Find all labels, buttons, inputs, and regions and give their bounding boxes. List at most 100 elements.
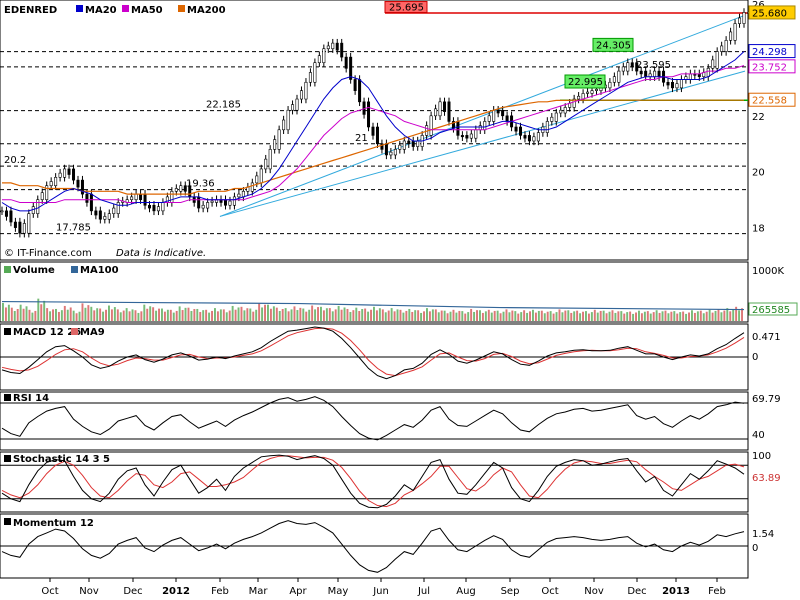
candle-body	[536, 132, 540, 142]
volume-bar	[258, 302, 261, 321]
candle-body	[733, 23, 737, 41]
candle-body	[282, 119, 286, 131]
candle-body	[291, 104, 295, 111]
macd-title: MACD 12 26	[13, 327, 81, 338]
volume-bar	[113, 307, 116, 321]
candle-body	[94, 210, 98, 216]
volume-bar	[691, 310, 693, 321]
candle-body	[738, 17, 742, 24]
candle-body	[161, 202, 165, 212]
symbol-label: EDENRED	[4, 5, 57, 16]
candle-body	[635, 62, 639, 72]
x-label-6: Apr	[289, 586, 307, 597]
volume-bar	[476, 310, 478, 321]
momentum-line	[0, 520, 748, 573]
ma20-legend: MA20	[85, 5, 117, 16]
volume-bar	[163, 311, 166, 321]
volume-bar	[105, 309, 107, 321]
candle-body	[45, 185, 49, 200]
volume-bar	[311, 305, 314, 321]
volume-bar	[638, 310, 640, 321]
candle-body	[134, 193, 138, 200]
stochastic-d-line	[1, 455, 745, 508]
volume-bar	[735, 306, 738, 321]
volume-bar	[667, 313, 670, 321]
level-label-5: 21	[355, 133, 368, 144]
volume-bar	[614, 312, 617, 321]
volume-bar	[55, 308, 57, 321]
volume-frame	[0, 261, 749, 323]
candle-body	[514, 126, 518, 132]
volume-bar	[2, 302, 4, 321]
stochastic-frame	[0, 451, 749, 513]
candle-body	[317, 55, 321, 64]
candle-body	[670, 81, 674, 89]
volume-bar	[693, 312, 696, 321]
macd-main-line	[1, 326, 745, 380]
stochastic-swatch	[4, 455, 11, 462]
candle-body	[170, 190, 174, 203]
candle-body	[523, 135, 527, 139]
volume-bar	[484, 311, 487, 321]
candle-body	[264, 158, 268, 170]
volume-bar	[517, 313, 520, 321]
volume-bar	[299, 307, 302, 321]
candle-body	[112, 207, 116, 214]
volume-bar	[537, 310, 540, 321]
x-label-2: Dec	[123, 586, 142, 597]
volume-bar	[37, 298, 40, 321]
volume-bar	[93, 310, 96, 321]
candle-body	[724, 40, 728, 52]
volume-bar	[685, 313, 688, 321]
stochastic-value-tag	[749, 470, 797, 482]
x-label-4: Feb	[211, 586, 229, 597]
volume-bar	[411, 311, 414, 321]
level-label-2: 23.595	[636, 60, 671, 71]
candle-body	[206, 202, 210, 209]
volume-bar	[387, 310, 390, 321]
volume-bar	[340, 309, 343, 321]
volume-bar	[502, 311, 505, 321]
volume-bar	[741, 308, 743, 321]
candle-body	[416, 140, 420, 147]
candle-body	[255, 175, 259, 184]
volume-bar	[723, 310, 726, 321]
volume-bar	[166, 309, 169, 321]
volume-bar	[125, 308, 128, 321]
rsi-title: RSI 14	[13, 393, 49, 404]
volume-bar	[629, 311, 632, 321]
volume-bar	[193, 309, 196, 321]
price-tick-1: 22	[752, 112, 765, 123]
volume-bar	[526, 312, 529, 321]
volume-bar	[169, 309, 172, 321]
volume-bar	[349, 311, 352, 321]
candle-body	[630, 62, 634, 68]
candle-body	[4, 210, 8, 217]
volume-bar	[110, 309, 113, 321]
volume-bar	[705, 311, 708, 321]
volume-bar	[602, 310, 605, 321]
price-candles	[0, 8, 750, 238]
volume-bar	[352, 310, 355, 321]
volume-bar	[75, 313, 78, 321]
rsi-line	[0, 396, 748, 441]
candle-body	[89, 193, 93, 212]
stochastic-last-value: 63.89	[752, 473, 781, 484]
volume-bar	[137, 312, 140, 321]
volume-bar	[158, 308, 160, 321]
volume-bar	[334, 309, 337, 321]
volume-bar	[699, 310, 702, 321]
volume-bar	[611, 310, 614, 321]
candle-body	[617, 70, 621, 83]
volume-value-tag	[748, 302, 798, 316]
volume-bar	[34, 310, 37, 321]
price-tick-3: 18	[752, 224, 765, 235]
volume-bar	[738, 310, 741, 321]
candle-body	[54, 177, 58, 187]
volume-bar	[490, 312, 493, 321]
candle-body	[429, 115, 433, 136]
volume-bar	[234, 309, 237, 321]
volume-bar	[10, 307, 13, 321]
candle-body	[590, 90, 594, 94]
